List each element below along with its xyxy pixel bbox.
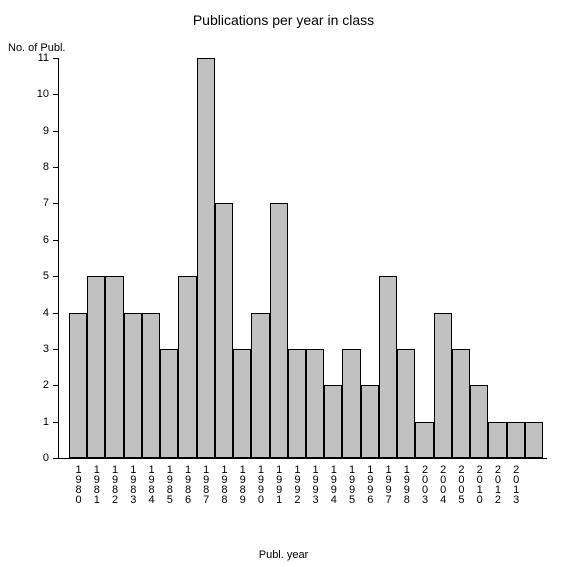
bar — [105, 276, 123, 458]
bar — [87, 276, 105, 458]
y-tick-label: 5 — [43, 270, 49, 282]
bar — [178, 276, 196, 458]
bar — [434, 313, 452, 458]
x-tick-label: 1983 — [127, 464, 138, 504]
y-tick — [53, 240, 59, 241]
x-tick-label: 1996 — [364, 464, 375, 504]
x-tick-label: 1987 — [200, 464, 211, 504]
x-tick-label: 1997 — [383, 464, 394, 504]
chart-title: Publications per year in class — [0, 12, 567, 28]
y-tick — [53, 385, 59, 386]
x-tick-label: 2010 — [474, 464, 485, 504]
y-tick — [53, 458, 59, 459]
y-tick-label: 11 — [38, 52, 49, 64]
y-tick — [53, 276, 59, 277]
x-tick-label: 2012 — [492, 464, 503, 504]
x-tick-label: 1989 — [237, 464, 248, 504]
x-tick-label: 1980 — [73, 464, 84, 504]
y-tick — [53, 203, 59, 204]
x-tick-label: 1981 — [91, 464, 102, 504]
y-tick-label: 0 — [43, 452, 49, 464]
x-tick-label: 2005 — [455, 464, 466, 504]
x-tick-label: 1995 — [346, 464, 357, 504]
bar — [379, 276, 397, 458]
y-tick — [53, 167, 59, 168]
bar — [215, 203, 233, 458]
x-tick-label: 1982 — [109, 464, 120, 504]
bar — [306, 349, 324, 458]
x-tick-label: 1991 — [273, 464, 284, 504]
y-tick-label: 10 — [37, 88, 49, 100]
x-tick-label: 2003 — [419, 464, 430, 504]
x-tick-label: 1992 — [291, 464, 302, 504]
bar — [197, 58, 215, 458]
y-tick-label: 6 — [43, 234, 49, 246]
y-tick — [53, 58, 59, 59]
x-tick-label: 1994 — [328, 464, 339, 504]
y-tick-label: 1 — [43, 416, 49, 428]
y-tick-label: 7 — [43, 197, 49, 209]
x-tick-label: 1985 — [164, 464, 175, 504]
plot-area: 0123456789101119801981198219831984198519… — [58, 58, 547, 459]
bar — [160, 349, 178, 458]
x-tick-label: 2004 — [437, 464, 448, 504]
bar — [124, 313, 142, 458]
bar — [324, 385, 342, 458]
y-tick — [53, 131, 59, 132]
y-tick-label: 8 — [43, 161, 49, 173]
x-tick-label: 1998 — [401, 464, 412, 504]
bar — [288, 349, 306, 458]
y-tick-label: 3 — [43, 343, 49, 355]
x-tick-label: 1986 — [182, 464, 193, 504]
bar — [470, 385, 488, 458]
bar — [270, 203, 288, 458]
y-tick-label: 4 — [43, 307, 49, 319]
bar — [507, 422, 525, 458]
bar — [525, 422, 543, 458]
x-tick-label: 2013 — [510, 464, 521, 504]
bar — [488, 422, 506, 458]
bar — [415, 422, 433, 458]
y-tick-label: 2 — [43, 379, 49, 391]
x-tick-label: 1990 — [255, 464, 266, 504]
bar — [69, 313, 87, 458]
bar — [342, 349, 360, 458]
x-tick-label: 1993 — [310, 464, 321, 504]
bar — [397, 349, 415, 458]
y-tick — [53, 94, 59, 95]
bar — [142, 313, 160, 458]
bar — [233, 349, 251, 458]
bar — [452, 349, 470, 458]
x-tick-label: 1988 — [218, 464, 229, 504]
bar — [361, 385, 379, 458]
x-axis-label: Publ. year — [0, 549, 567, 561]
x-tick-label: 1984 — [146, 464, 157, 504]
bar — [251, 313, 269, 458]
bars-group — [59, 58, 547, 458]
y-tick — [53, 422, 59, 423]
y-tick-label: 9 — [43, 125, 49, 137]
y-tick — [53, 349, 59, 350]
y-tick — [53, 313, 59, 314]
chart-container: Publications per year in class No. of Pu… — [0, 0, 567, 567]
